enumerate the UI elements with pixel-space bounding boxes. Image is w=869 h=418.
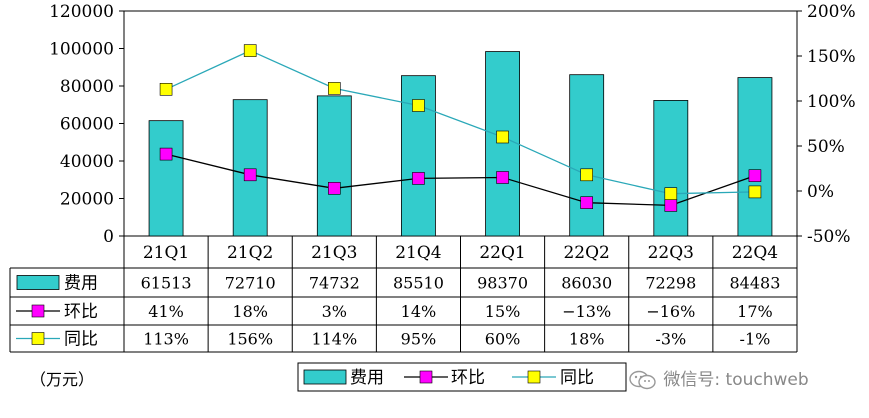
legend-key-marker xyxy=(419,370,433,384)
table-key-bars xyxy=(16,275,60,290)
mom-point-21Q1 xyxy=(159,147,173,161)
y-right-tick-label: 100% xyxy=(807,92,856,112)
mom-line xyxy=(165,153,756,207)
table-series-name: 费用 xyxy=(64,274,98,294)
bar-22Q2 xyxy=(569,74,605,237)
legend-key-bars xyxy=(303,369,347,385)
table-cell: -3% xyxy=(655,330,686,349)
table-cell: −13% xyxy=(562,302,611,321)
mom-point-22Q1 xyxy=(496,171,509,184)
table-cell: 113% xyxy=(143,330,189,349)
plot-frame xyxy=(123,10,798,237)
bar-22Q1 xyxy=(485,51,520,237)
bar-21Q1 xyxy=(148,120,184,237)
yoy-point-21Q2 xyxy=(243,44,257,57)
table-cell: 14% xyxy=(401,302,437,321)
table-cell: 18% xyxy=(569,330,605,349)
x-tick-label: 22Q4 xyxy=(732,243,778,263)
y-right-tick-label: 50% xyxy=(807,137,845,157)
mom-point-22Q2 xyxy=(580,196,593,209)
legend-box xyxy=(297,362,627,392)
table-cell: 60% xyxy=(485,330,521,349)
x-tick-label: 21Q3 xyxy=(311,243,357,263)
table-cell: 156% xyxy=(227,330,273,349)
bar-22Q4 xyxy=(737,77,773,237)
table-cell: 85510 xyxy=(393,274,444,293)
yoy-point-22Q1 xyxy=(496,130,509,144)
yoy-point-22Q3 xyxy=(664,187,678,200)
table-cell: 74732 xyxy=(309,274,360,293)
table-cell: 114% xyxy=(311,330,357,349)
table-key-marker xyxy=(31,332,45,345)
y-left-tick-label: 60000 xyxy=(60,115,114,135)
y-left-tick-label: 0 xyxy=(103,227,114,247)
unit-label: （万元） xyxy=(30,370,95,389)
table-cell: 17% xyxy=(737,302,773,321)
table-cell: 3% xyxy=(322,302,347,321)
bar-21Q3 xyxy=(316,95,352,237)
y-right-tick-label: -50% xyxy=(807,227,851,247)
wechat-icon xyxy=(629,370,656,390)
yoy-point-22Q2 xyxy=(580,168,593,182)
watermark-text: 微信号: touchweb xyxy=(663,370,809,390)
legend-key-marker xyxy=(527,370,541,384)
mom-point-22Q3 xyxy=(664,199,678,212)
yoy-point-22Q4 xyxy=(748,185,762,199)
table-cell: −16% xyxy=(646,302,695,321)
table-series-name: 环比 xyxy=(64,302,98,322)
x-tick-label: 21Q1 xyxy=(143,243,189,263)
table-cell: 84483 xyxy=(729,274,780,293)
table-cell: 18% xyxy=(232,302,268,321)
table-cell: 61513 xyxy=(141,274,192,293)
table-series-name: 同比 xyxy=(64,330,98,350)
x-tick-label: 22Q1 xyxy=(479,243,525,263)
y-left-tick-label: 120000 xyxy=(49,2,114,22)
mom-point-21Q3 xyxy=(328,182,341,195)
x-tick-label: 22Q2 xyxy=(563,243,609,263)
y-right-tick-label: 0% xyxy=(807,182,834,202)
y-left-tick-label: 80000 xyxy=(60,77,114,97)
mom-point-22Q4 xyxy=(748,169,762,182)
table-cell: 41% xyxy=(148,302,184,321)
x-tick-label: 22Q3 xyxy=(648,243,694,263)
bar-22Q3 xyxy=(653,100,689,237)
yoy-point-21Q4 xyxy=(412,99,425,112)
y-left-tick-label: 20000 xyxy=(60,190,114,210)
mom-point-21Q4 xyxy=(412,172,425,185)
table-cell: 98370 xyxy=(477,274,528,293)
watermark: 微信号: touchweb xyxy=(628,366,864,394)
mom-point-21Q2 xyxy=(243,168,257,182)
yoy-point-21Q3 xyxy=(328,82,341,95)
x-tick-label: 21Q2 xyxy=(227,243,273,263)
table-cell: 15% xyxy=(485,302,521,321)
y-left-tick-label: 40000 xyxy=(60,152,114,172)
table-cell: 72710 xyxy=(225,274,276,293)
yoy-point-21Q1 xyxy=(159,83,173,96)
yoy-line xyxy=(165,49,755,195)
x-tick-label: 21Q4 xyxy=(395,243,441,263)
legend-label: 费用 xyxy=(350,368,384,388)
y-right-tick-label: 200% xyxy=(807,2,856,22)
y-right-tick-label: 150% xyxy=(807,47,856,67)
table-cell: 95% xyxy=(401,330,437,349)
table-cell: -1% xyxy=(740,330,771,349)
bar-21Q2 xyxy=(232,99,268,237)
table-cell: 72298 xyxy=(645,274,696,293)
table-key-marker xyxy=(31,304,45,318)
y-left-tick-label: 100000 xyxy=(49,40,114,60)
legend-label: 同比 xyxy=(560,368,594,388)
legend-label: 环比 xyxy=(451,368,485,388)
table-cell: 86030 xyxy=(561,274,612,293)
